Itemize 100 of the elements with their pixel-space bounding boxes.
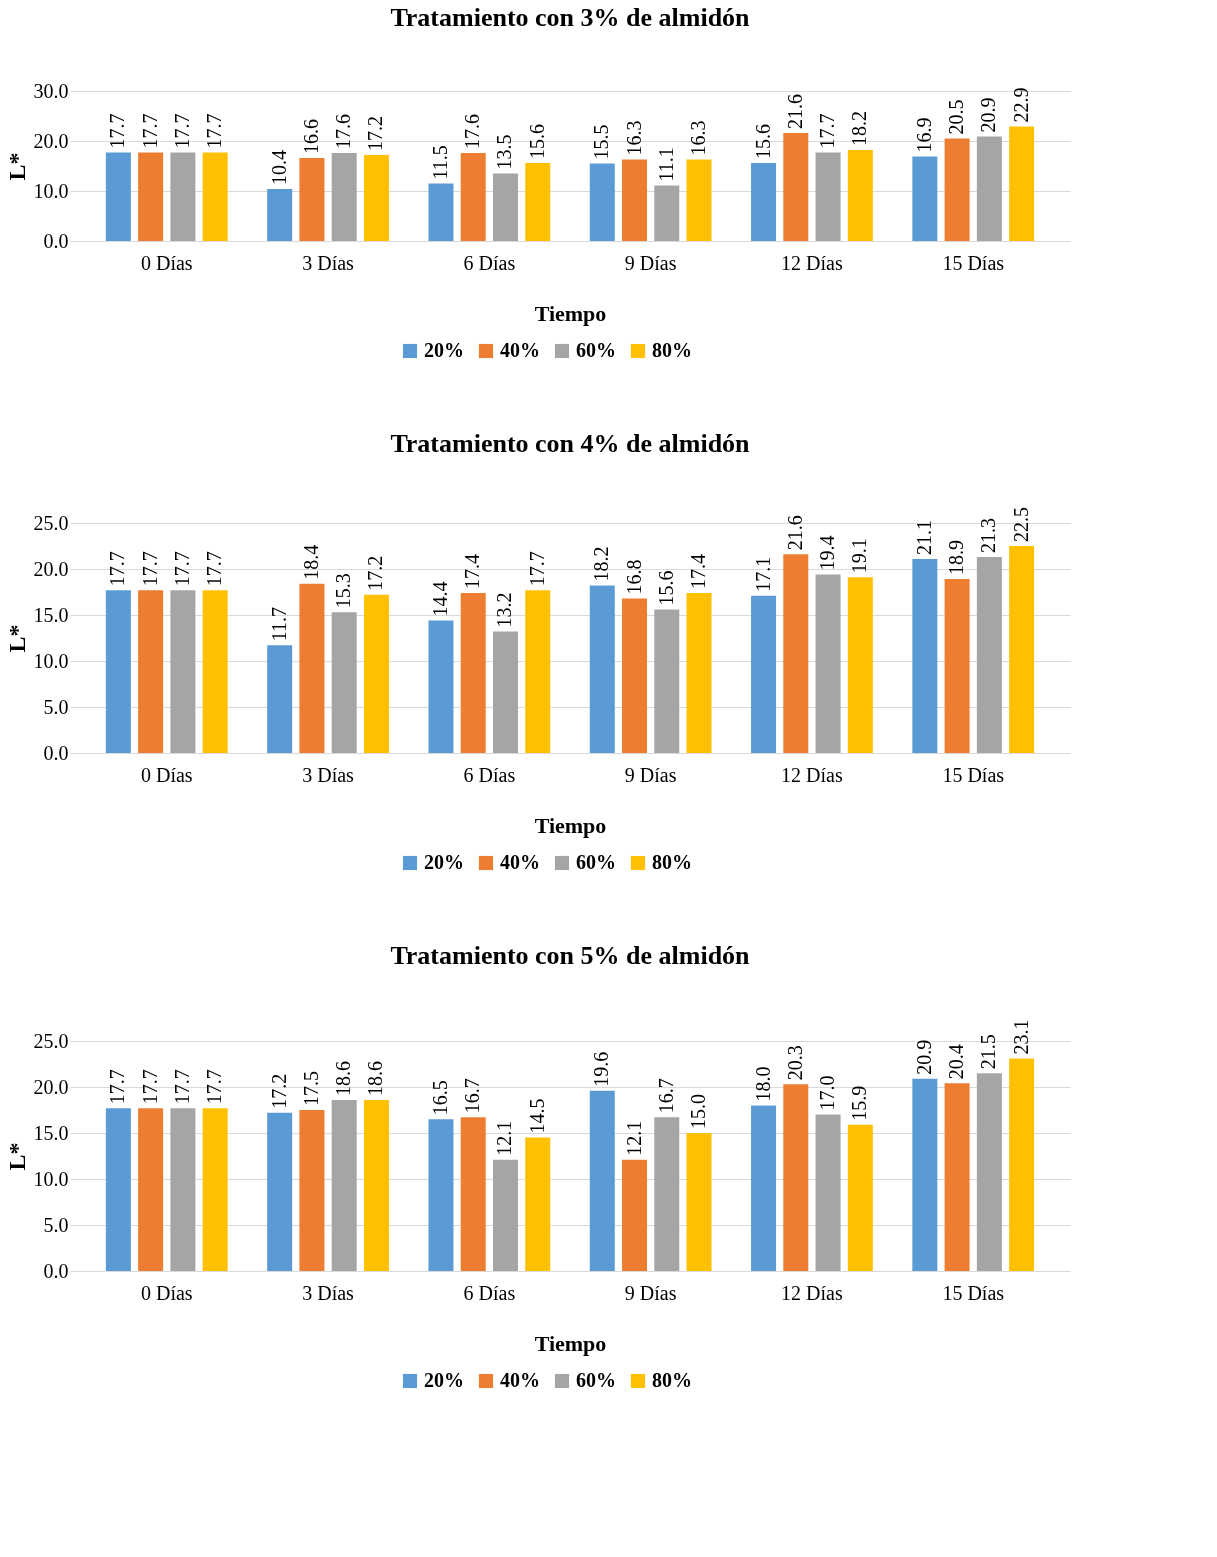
y-tick-label: 15.0 <box>33 1121 69 1144</box>
data-label: 17.7 <box>170 551 193 587</box>
data-label: 15.3 <box>332 573 355 609</box>
x-axis-title: Tiempo <box>534 1330 607 1356</box>
x-tick-label: 6 Días <box>463 1281 516 1304</box>
bar <box>1009 1058 1035 1271</box>
data-label: 22.9 <box>1009 87 1032 123</box>
data-label: 18.9 <box>945 540 968 576</box>
y-tick-label: 20.0 <box>33 129 69 152</box>
x-tick-label: 15 Días <box>942 251 1005 274</box>
data-label: 18.0 <box>751 1066 774 1102</box>
bar <box>1009 126 1035 241</box>
y-tick-label: 25.0 <box>33 1029 69 1052</box>
x-tick-label: 12 Días <box>781 763 843 786</box>
x-axis-title: Tiempo <box>534 300 607 326</box>
data-label: 19.4 <box>816 535 839 571</box>
y-tick-label: 5.0 <box>43 695 69 718</box>
x-tick-label: 0 Días <box>140 251 193 274</box>
x-axis-title: Tiempo <box>534 812 607 838</box>
bar <box>847 1124 873 1271</box>
x-tick-label: 9 Días <box>624 1281 677 1304</box>
x-tick-label: 12 Días <box>781 1281 843 1304</box>
y-tick-label: 15.0 <box>33 603 69 626</box>
y-tick-label: 25.0 <box>33 511 69 534</box>
bar <box>299 1110 325 1271</box>
bar <box>331 612 357 753</box>
data-label: 17.7 <box>203 1069 226 1105</box>
bar <box>202 590 228 753</box>
chart-title: Tratamiento con 5% de almidón <box>390 941 751 971</box>
bar <box>105 152 131 241</box>
bar <box>331 153 357 241</box>
x-tick-label: 0 Días <box>140 1281 193 1304</box>
x-tick-label: 12 Días <box>781 251 843 274</box>
data-label: 16.3 <box>687 120 710 156</box>
bar <box>944 579 970 753</box>
bar <box>944 1083 970 1271</box>
data-label: 17.2 <box>364 555 387 591</box>
chart-title: Tratamiento con 3% de almidón <box>390 3 751 32</box>
data-label: 20.5 <box>945 99 968 135</box>
bar <box>944 138 970 241</box>
data-label: 17.7 <box>203 113 226 149</box>
x-tick-label: 15 Días <box>942 763 1005 786</box>
bar <box>202 152 228 241</box>
data-label: 18.6 <box>364 1060 387 1096</box>
bar <box>460 153 486 241</box>
bar <box>847 150 873 241</box>
bar <box>138 590 164 753</box>
data-label: 13.2 <box>493 592 516 628</box>
y-tick-label: 0.0 <box>43 229 69 252</box>
data-label: 21.3 <box>977 518 1000 554</box>
data-label: 14.5 <box>525 1098 548 1134</box>
bar <box>460 592 486 753</box>
data-label: 17.7 <box>170 113 193 149</box>
data-label: 19.1 <box>848 538 871 574</box>
y-axis-title: L* <box>3 1142 30 1171</box>
bar <box>751 595 777 753</box>
data-label: 17.7 <box>138 1069 161 1105</box>
data-label: 16.3 <box>622 120 645 156</box>
y-tick-label: 20.0 <box>33 557 69 580</box>
x-tick-label: 0 Días <box>140 763 193 786</box>
legend-label: 40% <box>500 851 540 873</box>
bar <box>589 1090 615 1271</box>
bar <box>912 1078 938 1271</box>
data-label: 11.1 <box>654 147 677 182</box>
data-label: 20.4 <box>945 1044 968 1080</box>
data-label: 17.0 <box>816 1075 839 1111</box>
y-axis-title: L* <box>3 624 30 653</box>
data-label: 15.6 <box>654 570 677 606</box>
x-tick-label: 9 Días <box>624 251 677 274</box>
data-label: 17.7 <box>170 1069 193 1105</box>
data-label: 22.5 <box>1009 507 1032 542</box>
bar <box>912 156 938 241</box>
bar <box>654 1117 680 1271</box>
y-tick-label: 10.0 <box>33 1167 69 1190</box>
data-label: 15.6 <box>751 124 774 159</box>
bar <box>783 1084 809 1271</box>
data-label: 17.7 <box>138 551 161 587</box>
bar <box>525 163 551 241</box>
data-label: 21.5 <box>977 1034 1000 1070</box>
data-label: 17.2 <box>364 116 387 151</box>
bar <box>428 1119 454 1271</box>
legend-label: 60% <box>576 339 616 361</box>
data-label: 19.6 <box>590 1051 613 1087</box>
data-label: 21.1 <box>912 519 935 555</box>
data-label: 14.4 <box>428 581 451 617</box>
bar <box>654 609 680 753</box>
bar <box>202 1108 228 1271</box>
bar <box>622 598 648 753</box>
data-label: 16.7 <box>461 1078 484 1114</box>
y-tick-label: 30.0 <box>33 79 69 102</box>
legend-label: 80% <box>652 339 692 361</box>
data-label: 17.6 <box>461 114 484 149</box>
x-tick-label: 6 Días <box>463 251 516 274</box>
legend-label: 20% <box>424 851 464 873</box>
data-label: 17.7 <box>106 1069 129 1105</box>
data-label: 18.2 <box>590 546 613 582</box>
bar <box>170 590 196 753</box>
bar <box>363 1099 389 1271</box>
data-label: 17.7 <box>525 551 548 587</box>
data-label: 17.7 <box>106 551 129 587</box>
